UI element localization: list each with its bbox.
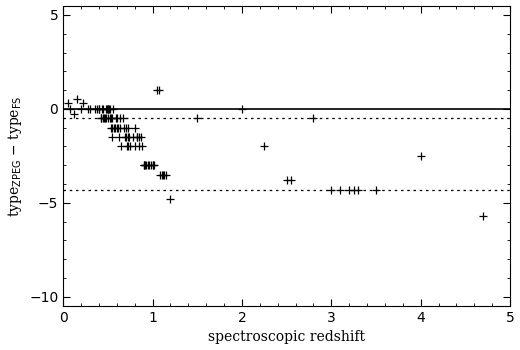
Point [114, 134, 123, 140]
Point [345, 187, 354, 192]
Point [105, 106, 113, 112]
Point [309, 116, 318, 121]
Point [159, 172, 167, 177]
Point [158, 172, 166, 177]
Point [100, 116, 109, 121]
Point [372, 187, 380, 192]
Point [349, 187, 358, 192]
Point [162, 172, 170, 177]
Point [287, 177, 295, 183]
Point [70, 112, 78, 117]
Point [142, 162, 150, 168]
Point [479, 213, 487, 219]
Point [104, 106, 112, 112]
Point [104, 106, 112, 112]
Point [106, 116, 114, 121]
Point [120, 125, 128, 131]
Point [141, 162, 150, 168]
Point [98, 116, 107, 121]
Point [336, 187, 344, 192]
Point [139, 162, 148, 168]
Point [103, 106, 111, 112]
Point [137, 134, 145, 140]
Point [115, 116, 124, 121]
Point [160, 172, 168, 177]
Point [138, 144, 146, 149]
Point [113, 125, 121, 131]
Point [117, 144, 125, 149]
Point [108, 116, 116, 121]
Point [122, 125, 130, 131]
Point [93, 106, 101, 112]
Point [150, 162, 159, 168]
Point [133, 134, 141, 140]
Point [107, 125, 115, 131]
Point [417, 153, 425, 159]
Point [135, 144, 144, 149]
Point [116, 125, 125, 131]
Point [145, 162, 153, 168]
Point [124, 125, 133, 131]
Point [113, 116, 121, 121]
Point [123, 134, 132, 140]
Point [63, 100, 72, 106]
Point [97, 116, 105, 121]
Point [97, 106, 106, 112]
Point [139, 162, 148, 168]
Point [135, 134, 144, 140]
Point [354, 187, 362, 192]
Point [282, 177, 291, 183]
Point [84, 106, 93, 112]
Point [123, 144, 132, 149]
Point [122, 134, 130, 140]
Point [154, 87, 163, 93]
Point [111, 125, 119, 131]
Point [144, 162, 152, 168]
Point [113, 125, 122, 131]
Point [131, 125, 139, 131]
Point [108, 125, 116, 131]
X-axis label: spectroscopic redshift: spectroscopic redshift [208, 330, 365, 344]
Point [102, 116, 110, 121]
Point [147, 162, 155, 168]
Point [104, 116, 112, 121]
Point [125, 134, 134, 140]
Point [86, 106, 94, 112]
Point [77, 106, 85, 112]
Point [193, 116, 201, 121]
Point [112, 116, 120, 121]
Point [155, 172, 164, 177]
Point [109, 106, 118, 112]
Point [148, 162, 157, 168]
Point [153, 87, 161, 93]
Point [148, 162, 157, 168]
Point [95, 106, 103, 112]
Point [131, 144, 139, 149]
Point [97, 116, 105, 121]
Point [129, 134, 137, 140]
Y-axis label: type$_{\rm ZPEG}$ $-$ type$_{\rm FS}$: type$_{\rm ZPEG}$ $-$ type$_{\rm FS}$ [6, 95, 23, 217]
Point [126, 144, 134, 149]
Point [107, 116, 115, 121]
Point [95, 106, 103, 112]
Point [110, 125, 119, 131]
Point [90, 106, 99, 112]
Point [133, 134, 141, 140]
Point [123, 144, 131, 149]
Point [106, 106, 114, 112]
Point [72, 97, 81, 102]
Point [327, 187, 335, 192]
Point [166, 196, 175, 202]
Point [99, 106, 108, 112]
Point [101, 116, 109, 121]
Point [79, 100, 87, 106]
Point [108, 134, 116, 140]
Point [121, 134, 129, 140]
Point [102, 106, 110, 112]
Point [238, 106, 246, 112]
Point [66, 106, 74, 112]
Point [119, 116, 127, 121]
Point [260, 144, 268, 149]
